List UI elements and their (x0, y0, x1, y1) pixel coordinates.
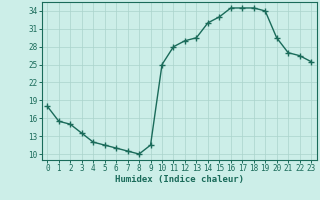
X-axis label: Humidex (Indice chaleur): Humidex (Indice chaleur) (115, 175, 244, 184)
